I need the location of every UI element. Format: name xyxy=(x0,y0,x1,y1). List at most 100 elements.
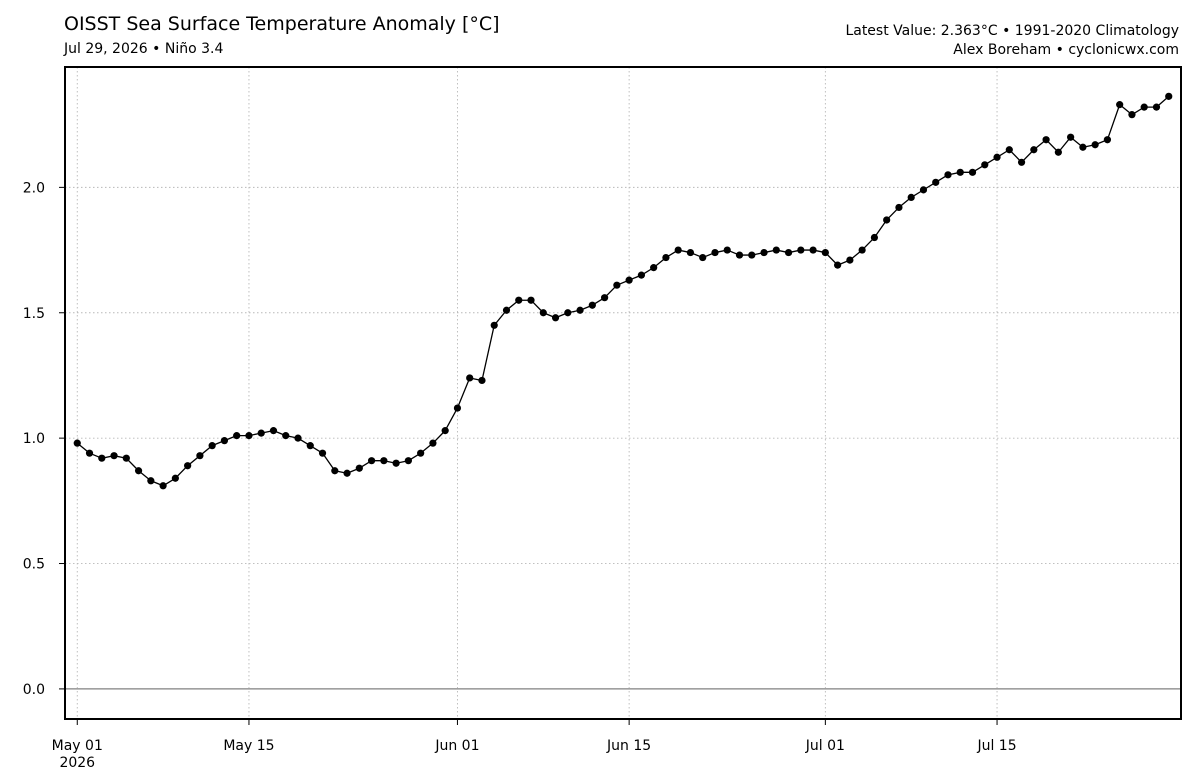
data-point xyxy=(515,296,523,304)
data-point xyxy=(429,439,437,447)
data-point xyxy=(1152,103,1161,111)
data-point xyxy=(196,452,204,460)
chart-subtitle: Jul 29, 2026 • Niño 3.4 xyxy=(64,41,224,57)
y-tick-label: 2.0 xyxy=(23,180,45,196)
data-point xyxy=(613,281,621,289)
data-point xyxy=(208,442,216,450)
data-point xyxy=(380,457,388,465)
data-point xyxy=(404,457,412,465)
data-point xyxy=(184,462,192,470)
data-point xyxy=(932,178,940,186)
data-point xyxy=(809,246,817,254)
data-point xyxy=(564,309,572,317)
plot-frame xyxy=(64,66,1182,720)
data-point xyxy=(551,314,560,322)
credit-info: Alex Boreham • cyclonicwx.com xyxy=(953,42,1179,58)
grid-layer xyxy=(65,67,1181,719)
data-point xyxy=(269,427,278,435)
x-tick-label: Jun 15 xyxy=(606,738,651,754)
y-tick-label: 1.0 xyxy=(23,431,45,447)
data-point xyxy=(343,469,351,477)
data-point xyxy=(294,434,302,442)
data-point xyxy=(466,374,474,382)
data-point xyxy=(441,427,449,435)
data-point xyxy=(968,168,977,176)
x-tick-label: May 15 xyxy=(223,738,274,754)
data-point xyxy=(98,454,106,462)
data-point xyxy=(73,439,81,447)
x-tick-label: Jul 15 xyxy=(976,738,1016,754)
data-point xyxy=(257,429,265,437)
data-point xyxy=(748,251,756,259)
data-point xyxy=(171,474,179,482)
data-point xyxy=(306,442,314,450)
data-point xyxy=(784,248,793,257)
data-point xyxy=(122,454,130,462)
data-point xyxy=(637,271,646,279)
data-point xyxy=(1054,148,1062,156)
data-point xyxy=(134,467,143,475)
data-point xyxy=(1140,103,1148,111)
data-point xyxy=(601,294,609,302)
data-point xyxy=(502,306,511,314)
data-point xyxy=(956,168,964,176)
data-point xyxy=(858,246,866,254)
data-point xyxy=(282,432,290,440)
data-point xyxy=(699,253,707,262)
data-point xyxy=(735,251,744,259)
data-point xyxy=(245,432,253,440)
y-tick-label: 0.5 xyxy=(23,557,45,573)
data-point xyxy=(85,449,94,457)
data-point xyxy=(723,246,731,254)
data-point xyxy=(318,449,327,457)
data-point xyxy=(576,306,584,314)
latest-value-info: Latest Value: 2.363°C • 1991-2020 Climat… xyxy=(845,23,1179,39)
x-tick-label: Jul 01 xyxy=(805,738,845,754)
data-point xyxy=(919,186,928,194)
y-tick-label: 0.0 xyxy=(23,682,45,698)
data-point xyxy=(834,261,842,269)
data-point xyxy=(392,459,400,467)
data-point xyxy=(993,153,1001,161)
y-tick-label: 1.5 xyxy=(23,306,45,322)
data-point xyxy=(711,248,719,257)
data-point xyxy=(797,246,805,254)
data-point xyxy=(846,256,854,264)
data-point xyxy=(1005,146,1013,154)
data-point xyxy=(527,296,535,304)
data-point xyxy=(772,246,780,254)
x-tick-sublabel: 2026 xyxy=(59,755,95,771)
data-point xyxy=(355,464,363,472)
data-point xyxy=(650,264,658,272)
data-point xyxy=(110,452,118,460)
series-line xyxy=(76,95,1170,487)
data-point xyxy=(895,203,903,212)
data-point xyxy=(159,482,167,490)
data-point xyxy=(1103,136,1112,144)
data-point xyxy=(1042,136,1050,144)
data-point xyxy=(821,248,829,257)
data-point xyxy=(686,248,695,257)
data-point xyxy=(331,467,339,475)
data-point xyxy=(417,449,425,457)
data-point xyxy=(588,301,596,309)
data-point xyxy=(944,171,952,179)
data-point xyxy=(1030,146,1038,154)
data-point xyxy=(367,457,376,465)
x-tick-label: May 01 xyxy=(52,738,103,754)
data-point xyxy=(760,248,768,257)
data-point xyxy=(1116,101,1124,109)
data-point xyxy=(147,477,155,485)
data-layer xyxy=(73,92,1173,490)
data-point xyxy=(907,193,915,201)
data-point xyxy=(870,233,879,242)
data-point xyxy=(662,253,670,262)
data-point xyxy=(1067,133,1075,141)
data-point xyxy=(220,437,229,445)
x-tick-label: Jun 01 xyxy=(434,738,479,754)
data-point xyxy=(1017,158,1026,166)
data-point xyxy=(233,432,241,440)
data-point xyxy=(1079,143,1087,151)
